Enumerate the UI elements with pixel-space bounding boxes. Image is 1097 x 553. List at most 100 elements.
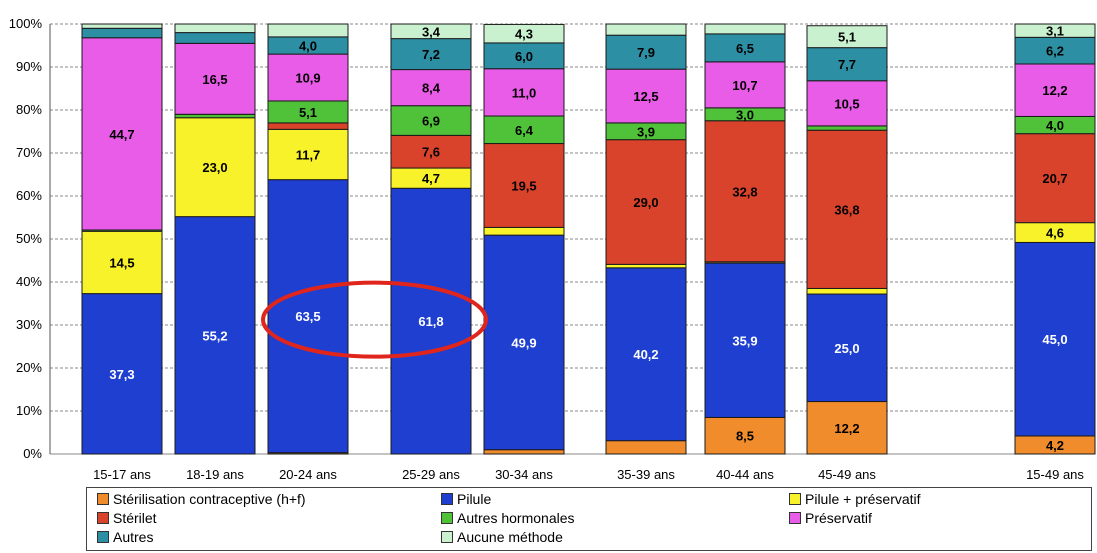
y-tick-label: 40% bbox=[16, 274, 42, 289]
data-label: 7,6 bbox=[422, 145, 440, 160]
y-tick-label: 10% bbox=[16, 403, 42, 418]
data-label: 8,5 bbox=[736, 429, 754, 444]
data-label: 37,3 bbox=[109, 367, 134, 382]
data-label: 3,9 bbox=[637, 124, 655, 139]
data-label: 6,9 bbox=[422, 114, 440, 129]
legend-item: Pilule + préservatif bbox=[789, 491, 921, 507]
y-tick-label: 90% bbox=[16, 59, 42, 74]
y-tick-label: 80% bbox=[16, 102, 42, 117]
data-label: 14,5 bbox=[109, 255, 134, 270]
data-label: 6,4 bbox=[515, 123, 534, 138]
y-tick-label: 70% bbox=[16, 145, 42, 160]
data-label: 3,1 bbox=[1046, 24, 1064, 39]
x-tick-label: 40-44 ans bbox=[716, 467, 774, 482]
y-tick-label: 100% bbox=[9, 16, 43, 31]
legend-swatch bbox=[789, 512, 801, 524]
data-label: 6,5 bbox=[736, 41, 754, 56]
bar-segment bbox=[806, 125, 888, 131]
stacked-bar-chart: 0% 10% 20% 30% 40% 50% 60% 70% 80% 90% 100% 37,3 14… bbox=[9, 16, 1096, 482]
bar-segment bbox=[1014, 23, 1096, 38]
legend-item: Pilule bbox=[441, 491, 491, 507]
bar-segment bbox=[267, 53, 349, 102]
data-label: 12,2 bbox=[834, 421, 859, 436]
legend-swatch bbox=[97, 493, 109, 505]
x-tick-label: 15-49 ans bbox=[1026, 467, 1084, 482]
data-label: 4,0 bbox=[299, 39, 317, 54]
legend-item: Stérilisation contraceptive (h+f) bbox=[97, 491, 306, 507]
bar-segment bbox=[390, 23, 472, 40]
data-label: 40,2 bbox=[633, 347, 658, 362]
bar-segment bbox=[483, 23, 565, 44]
data-label: 63,5 bbox=[295, 309, 320, 324]
bar-segment bbox=[81, 27, 163, 39]
bar-segment bbox=[174, 23, 256, 34]
x-tick-label: 20-24 ans bbox=[279, 467, 337, 482]
x-tick-label: 25-29 ans bbox=[402, 467, 460, 482]
bar-segment bbox=[81, 37, 163, 231]
x-tick-label: 15-17 ans bbox=[93, 467, 151, 482]
bar-segment bbox=[806, 129, 888, 289]
bar-segment bbox=[605, 34, 687, 70]
data-label: 29,0 bbox=[633, 195, 658, 210]
data-label: 45,0 bbox=[1042, 332, 1067, 347]
bars bbox=[81, 23, 1096, 455]
bar-segment bbox=[704, 33, 786, 63]
data-label: 5,1 bbox=[299, 105, 317, 120]
x-tick-label: 30-34 ans bbox=[495, 467, 553, 482]
data-label: 8,4 bbox=[422, 81, 441, 96]
bar-segment bbox=[81, 293, 163, 455]
bar-segment bbox=[605, 440, 687, 455]
data-label: 3,4 bbox=[422, 24, 441, 39]
bar-segment bbox=[605, 23, 687, 36]
bar-segment bbox=[704, 23, 786, 35]
legend-item: Préservatif bbox=[789, 510, 872, 526]
bar-segment bbox=[806, 25, 888, 49]
bar-segment bbox=[174, 32, 256, 44]
legend-swatch bbox=[789, 493, 801, 505]
data-label: 23,0 bbox=[202, 160, 227, 175]
legend-swatch bbox=[441, 512, 453, 524]
bar-segment bbox=[605, 139, 687, 265]
bar-segment bbox=[1014, 241, 1096, 437]
data-label: 12,2 bbox=[1042, 83, 1067, 98]
y-tick-label: 60% bbox=[16, 188, 42, 203]
bar-segment bbox=[1014, 36, 1096, 65]
y-tick-label: 0% bbox=[23, 446, 42, 461]
bar-segment bbox=[704, 120, 786, 263]
data-label: 20,7 bbox=[1042, 171, 1067, 186]
data-label: 4,0 bbox=[1046, 118, 1064, 133]
bar-segment bbox=[605, 68, 687, 124]
bar-segment bbox=[806, 80, 888, 127]
data-label: 6,2 bbox=[1046, 44, 1064, 59]
legend-item: Aucune méthode bbox=[441, 529, 563, 545]
data-label: 19,5 bbox=[511, 178, 536, 193]
x-tick-label: 35-39 ans bbox=[617, 467, 675, 482]
legend-label: Aucune méthode bbox=[457, 529, 563, 545]
bar-segment bbox=[390, 69, 472, 107]
data-label: 4,2 bbox=[1046, 438, 1064, 453]
data-label: 12,5 bbox=[633, 89, 658, 104]
data-label: 4,6 bbox=[1046, 226, 1064, 241]
data-labels: 37,3 14,5 44,7 55,2 23,0 16,5 63,5 11,7 5,1 10,9 4… bbox=[109, 24, 1067, 453]
legend-label: Pilule + préservatif bbox=[805, 491, 921, 507]
legend-swatch bbox=[441, 531, 453, 543]
bar-segment bbox=[483, 234, 565, 451]
data-label: 5,1 bbox=[838, 30, 856, 45]
annotation-layer bbox=[261, 280, 488, 359]
bar-segment bbox=[390, 38, 472, 71]
bar-segment bbox=[483, 42, 565, 70]
bar-segment bbox=[390, 105, 472, 136]
bar-segment bbox=[1014, 63, 1096, 117]
legend: Stérilisation contraceptive (h+f) Pilule P… bbox=[86, 487, 1092, 551]
bar-segment bbox=[704, 416, 786, 455]
data-label: 7,2 bbox=[422, 47, 440, 62]
legend-item: Autres bbox=[97, 529, 153, 545]
legend-swatch bbox=[441, 493, 453, 505]
data-label: 10,9 bbox=[295, 71, 320, 86]
bar-segment bbox=[483, 115, 565, 145]
bar-segment bbox=[81, 23, 163, 29]
data-label: 7,7 bbox=[838, 57, 856, 72]
legend-label: Autres bbox=[113, 529, 154, 545]
highlight-ellipse bbox=[261, 280, 488, 359]
data-label: 32,8 bbox=[732, 184, 757, 199]
